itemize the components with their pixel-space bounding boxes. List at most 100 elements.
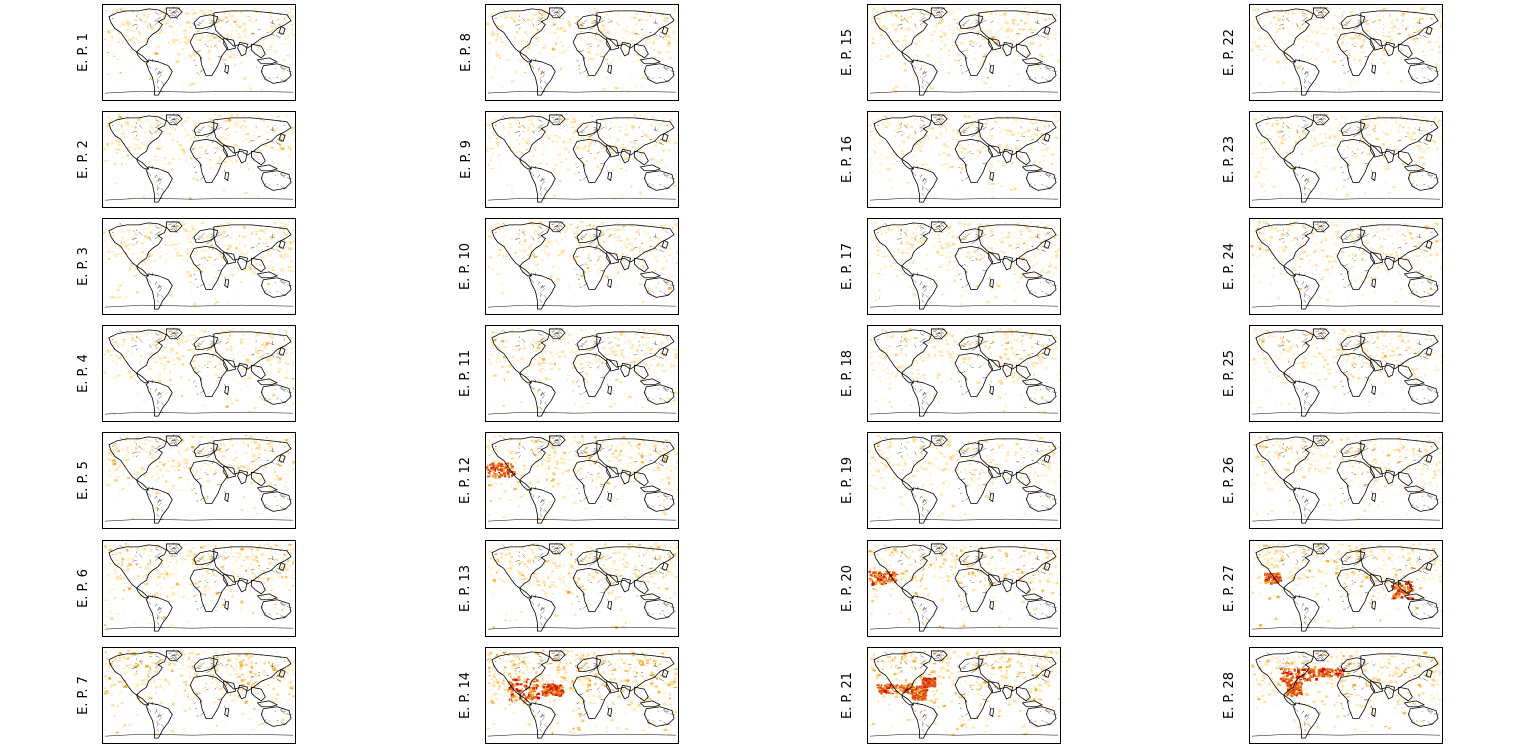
heat-cell: [255, 465, 257, 468]
heat-cell: [527, 10, 530, 13]
heat-cell: [222, 654, 225, 657]
heat-cell: [213, 331, 215, 333]
coastline-madagascar: [224, 172, 230, 181]
heat-cell: [244, 497, 247, 500]
heat-cell: [143, 666, 146, 669]
coastline-madagascar: [224, 708, 230, 717]
heat-cell: [285, 712, 288, 716]
coastline-japan: [278, 240, 286, 249]
heat-cell: [288, 12, 292, 15]
heat-cell: [187, 249, 190, 253]
border-segment: [518, 27, 521, 30]
heat-cell: [175, 60, 180, 63]
heat-cell: [194, 136, 196, 139]
border-segment: [537, 67, 540, 71]
heat-cell: [250, 264, 253, 267]
border-segment: [196, 130, 200, 133]
heat-cell: [255, 351, 259, 354]
coastline-madagascar: [224, 601, 230, 610]
heat-cell: [199, 249, 204, 253]
heat-cell: [153, 114, 156, 117]
heat-cell: [236, 126, 241, 127]
border-segment: [196, 451, 200, 454]
heat-cell: [583, 39, 587, 43]
heat-cell: [121, 488, 125, 490]
heat-cell: [193, 460, 197, 462]
heat-cell: [201, 574, 204, 576]
heat-cell: [621, 84, 625, 86]
heat-cell: [239, 552, 241, 555]
heat-cell: [645, 12, 647, 15]
heat-cell: [656, 54, 659, 56]
heat-cell: [186, 13, 190, 15]
heat-cell: [624, 32, 627, 35]
heat-cell: [190, 513, 194, 516]
border-segment: [175, 438, 180, 441]
heat-cell: [166, 163, 171, 165]
heat-cell: [202, 270, 207, 273]
heat-cell: [228, 555, 230, 558]
heat-cell: [168, 456, 172, 459]
heat-cell: [238, 27, 240, 29]
heat-cell: [668, 123, 671, 126]
map-svg: [103, 434, 295, 524]
heat-cell: [552, 24, 554, 27]
heat-cell: [178, 656, 183, 658]
heat-cell: [230, 221, 234, 223]
border-segment: [663, 78, 668, 83]
heat-cell: [200, 557, 204, 560]
heat-cell: [179, 378, 181, 381]
heat-cell: [263, 595, 267, 597]
coastline-arabia: [223, 37, 237, 51]
heat-cell: [128, 248, 131, 250]
heat-cell: [241, 659, 245, 662]
heat-cell: [123, 40, 126, 43]
heat-cell: [181, 363, 185, 366]
heat-cell: [635, 33, 639, 36]
heat-cell: [251, 684, 255, 687]
heat-cell: [292, 160, 294, 162]
heat-cell: [202, 350, 205, 354]
heat-cell: [194, 147, 196, 150]
heat-cell: [656, 17, 658, 20]
heat-cell: [142, 356, 146, 360]
heat-cell: [150, 26, 154, 29]
heat-cell: [286, 556, 288, 558]
heat-cell: [235, 246, 238, 249]
heat-cell: [177, 336, 180, 340]
heat-cell: [192, 243, 194, 245]
heat-cell: [269, 563, 272, 565]
heat-cell: [289, 148, 293, 151]
heat-cell: [158, 148, 162, 151]
heat-cell: [273, 248, 276, 250]
heat-cell: [234, 676, 238, 680]
heat-cell: [164, 677, 167, 681]
heat-cell: [209, 658, 214, 661]
border-segment: [132, 452, 137, 454]
heat-cell: [138, 234, 140, 237]
heat-cell: [274, 698, 276, 702]
heat-cell: [587, 57, 592, 60]
border-segment: [280, 399, 285, 404]
heat-cell: [170, 223, 175, 226]
heat-cell: [280, 268, 284, 271]
heat-cell: [217, 332, 221, 336]
heat-cell: [235, 664, 237, 667]
border-segment: [200, 57, 202, 62]
heat-cell: [234, 694, 238, 698]
border-segment: [155, 12, 160, 15]
heat-cell: [134, 686, 137, 689]
heat-cell: [218, 545, 223, 549]
border-segment: [518, 19, 520, 22]
heat-cell: [122, 569, 124, 571]
heat-cell: [198, 440, 201, 444]
map-svg: [486, 113, 678, 203]
heat-cell: [190, 194, 192, 196]
heat-cell: [264, 329, 268, 332]
heat-cell: [290, 577, 292, 579]
heat-cell: [207, 544, 209, 547]
heat-cell: [130, 338, 135, 342]
heat-cell: [204, 593, 206, 596]
heat-cell: [274, 130, 276, 133]
heat-cell: [615, 13, 619, 16]
